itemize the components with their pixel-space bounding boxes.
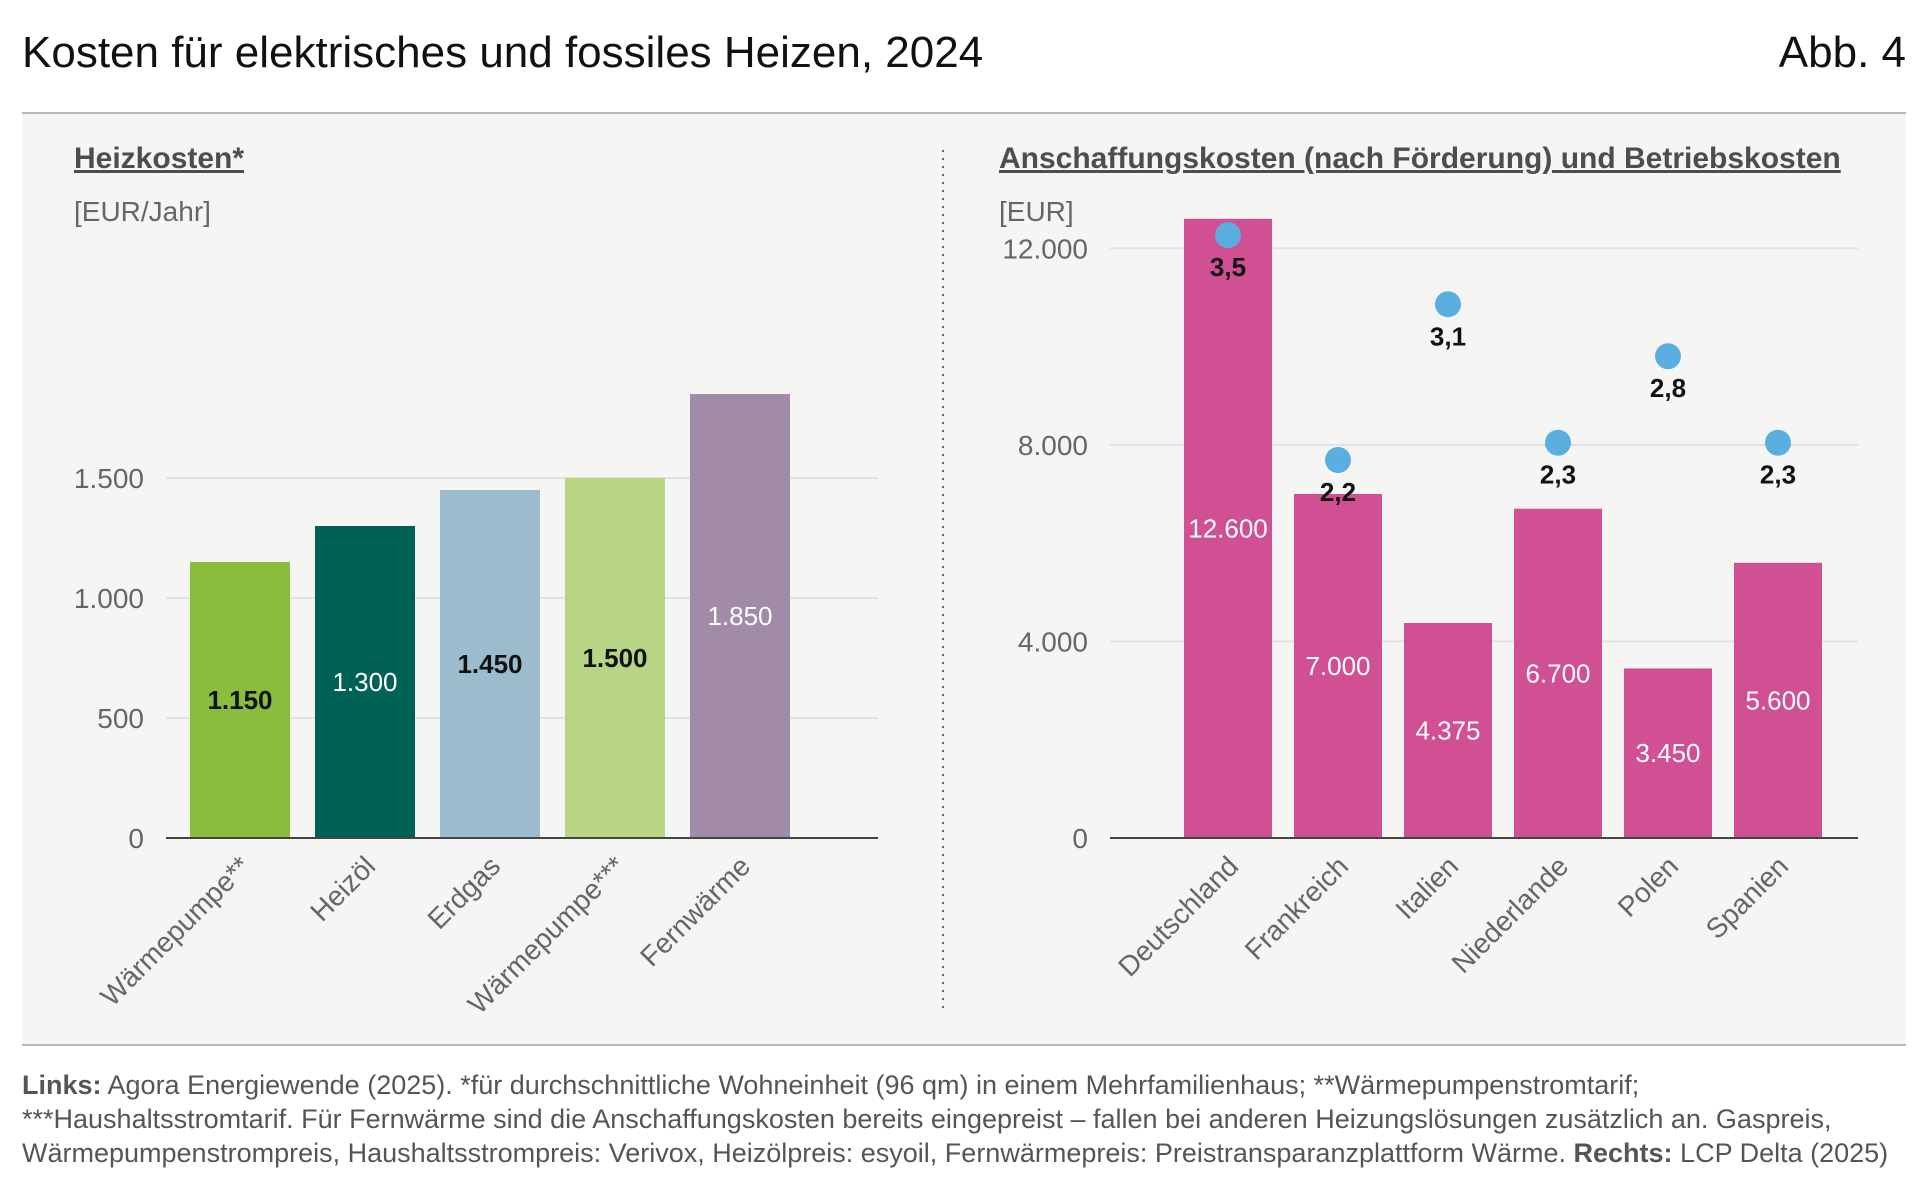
y-tick-label: 1.500 xyxy=(74,463,144,494)
dot-marker xyxy=(1215,222,1241,249)
dot-value-label: 3,1 xyxy=(1430,321,1466,351)
rechts-label: Rechts: xyxy=(1573,1138,1673,1168)
x-category-label: Deutschland xyxy=(1112,850,1244,982)
y-tick-label: 12.000 xyxy=(1002,233,1088,264)
y-tick-label: 1.000 xyxy=(74,583,144,614)
x-category-label: Fernwärme xyxy=(634,850,756,972)
dot-value-label: 2,8 xyxy=(1650,373,1686,403)
bar-value-label: 1.450 xyxy=(457,649,522,679)
y-tick-label: 4.000 xyxy=(1018,626,1088,657)
dot-value-label: 2,3 xyxy=(1760,460,1796,490)
bar xyxy=(690,394,790,838)
dot-value-label: 3,5 xyxy=(1210,252,1246,282)
bar-value-label: 6.700 xyxy=(1525,658,1590,688)
x-category-label: Niederlande xyxy=(1446,850,1575,979)
dot-marker xyxy=(1655,343,1681,370)
bar-value-label: 1.300 xyxy=(332,667,397,697)
dot-value-label: 2,2 xyxy=(1320,477,1356,507)
right-unit: [EUR] xyxy=(999,196,1074,227)
bar xyxy=(1514,508,1602,838)
top-divider xyxy=(22,112,1906,114)
bar xyxy=(315,526,415,838)
x-category-label: Heizöl xyxy=(304,850,381,927)
rechts-text: LCP Delta (2025) xyxy=(1672,1138,1889,1168)
x-category-label: Spanien xyxy=(1700,850,1795,945)
y-tick-label: 8.000 xyxy=(1018,430,1088,461)
x-category-label: Italien xyxy=(1389,850,1464,925)
left-unit: [EUR/Jahr] xyxy=(74,196,211,227)
bar xyxy=(1294,494,1382,838)
links-label: Links: xyxy=(22,1070,102,1100)
right-subtitle: Anschaffungskosten (nach Förderung) und … xyxy=(999,142,1841,175)
links-text: Agora Energiewende (2025). *für durchsch… xyxy=(22,1070,1832,1168)
y-tick-label: 0 xyxy=(128,823,144,854)
bar-value-label: 3.450 xyxy=(1635,738,1700,768)
bar-value-label: 1.850 xyxy=(707,601,772,631)
bar xyxy=(440,490,540,838)
dot-marker xyxy=(1545,429,1571,456)
figure-number: Abb. 4 xyxy=(1778,28,1906,77)
bar-value-label: 1.500 xyxy=(582,643,647,673)
dot-marker xyxy=(1325,447,1351,473)
x-category-label: Erdgas xyxy=(422,850,507,935)
x-category-label: Frankreich xyxy=(1239,850,1354,965)
dot-value-label: 2,3 xyxy=(1540,460,1576,490)
bar-value-label: 7.000 xyxy=(1305,651,1370,681)
bottom-divider xyxy=(22,1044,1906,1046)
bar xyxy=(1734,562,1822,838)
bar-value-label: 1.150 xyxy=(207,685,272,715)
x-category-label: Polen xyxy=(1612,850,1685,923)
y-tick-label: 500 xyxy=(97,703,144,734)
dot-marker xyxy=(1435,291,1461,318)
y-tick-label: 0 xyxy=(1072,823,1088,854)
bar xyxy=(565,478,665,838)
bar-value-label: 5.600 xyxy=(1745,685,1810,715)
page-title: Kosten für elektrisches und fossiles Hei… xyxy=(22,28,984,77)
bar xyxy=(1184,218,1272,839)
bar-value-label: 12.600 xyxy=(1188,513,1268,543)
dot-marker xyxy=(1765,429,1791,456)
left-subtitle: Heizkosten* xyxy=(74,142,244,175)
bar xyxy=(1404,623,1492,838)
x-category-label: Wärmepumpe** xyxy=(95,850,257,1012)
bar xyxy=(1624,668,1712,838)
bar xyxy=(190,562,290,838)
right-chart: 0 4.000 8.000 12.000 12.600 Deutschland 3,5 7.0… xyxy=(1002,218,1858,982)
left-chart: 0 500 1.000 1.500 1.150 Wärmepumpe** 1.300 Heiz… xyxy=(74,394,878,1020)
bar-value-label: 4.375 xyxy=(1415,716,1480,746)
source-note: Links: Agora Energiewende (2025). *für d… xyxy=(22,1068,1902,1170)
